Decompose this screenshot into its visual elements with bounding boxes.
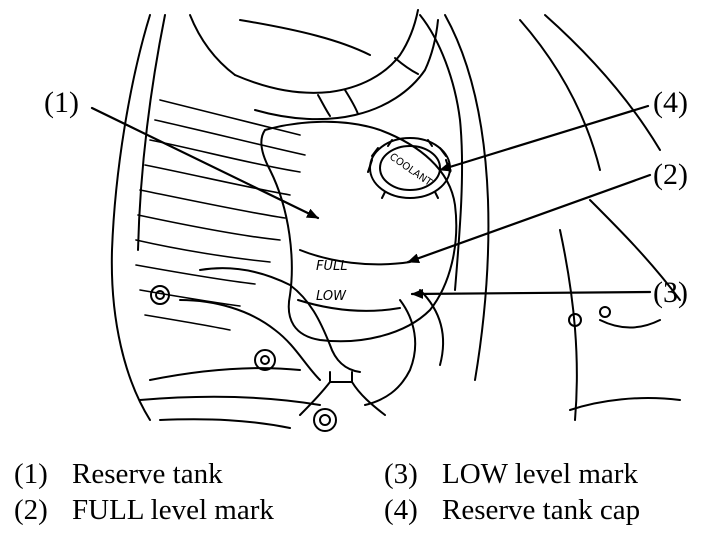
legend-num: (4)	[384, 494, 418, 526]
leader-arrows	[90, 104, 652, 299]
legend-num: (3)	[384, 458, 418, 490]
legend-item-1: (1) Reserve tank	[14, 456, 274, 492]
full-mark-label: FULL	[316, 259, 347, 274]
mounting-bracket	[139, 267, 444, 429]
legend-label: LOW level mark	[442, 458, 638, 490]
legend-item-2: (2) FULL level mark	[14, 492, 274, 528]
filler-hose	[234, 9, 439, 121]
legend-right: (3) LOW level mark (4) Reserve tank cap	[384, 456, 640, 528]
low-mark-label: LOW	[316, 289, 347, 304]
arrow-2	[406, 173, 652, 264]
legend-item-4: (4) Reserve tank cap	[384, 492, 640, 528]
frame-lines	[110, 14, 681, 421]
legend-left: (1) Reserve tank (2) FULL level mark	[14, 456, 274, 528]
legend-label: Reserve tank	[72, 458, 223, 490]
arrow-3	[410, 288, 652, 299]
arrow-4	[438, 104, 650, 172]
legend-item-3: (3) LOW level mark	[384, 456, 640, 492]
callout-4: (4)	[653, 86, 688, 119]
legend-num: (2)	[14, 494, 48, 526]
arrow-1	[90, 106, 320, 220]
callout-2: (2)	[653, 158, 688, 191]
legend-label: Reserve tank cap	[442, 494, 641, 526]
bolts	[150, 285, 611, 432]
reserve-tank-body	[260, 120, 458, 343]
callout-3: (3)	[653, 276, 688, 309]
legend-label: FULL level mark	[72, 494, 274, 526]
radiator-fins	[135, 99, 306, 331]
callout-1: (1)	[44, 86, 79, 119]
legend-num: (1)	[14, 458, 48, 490]
